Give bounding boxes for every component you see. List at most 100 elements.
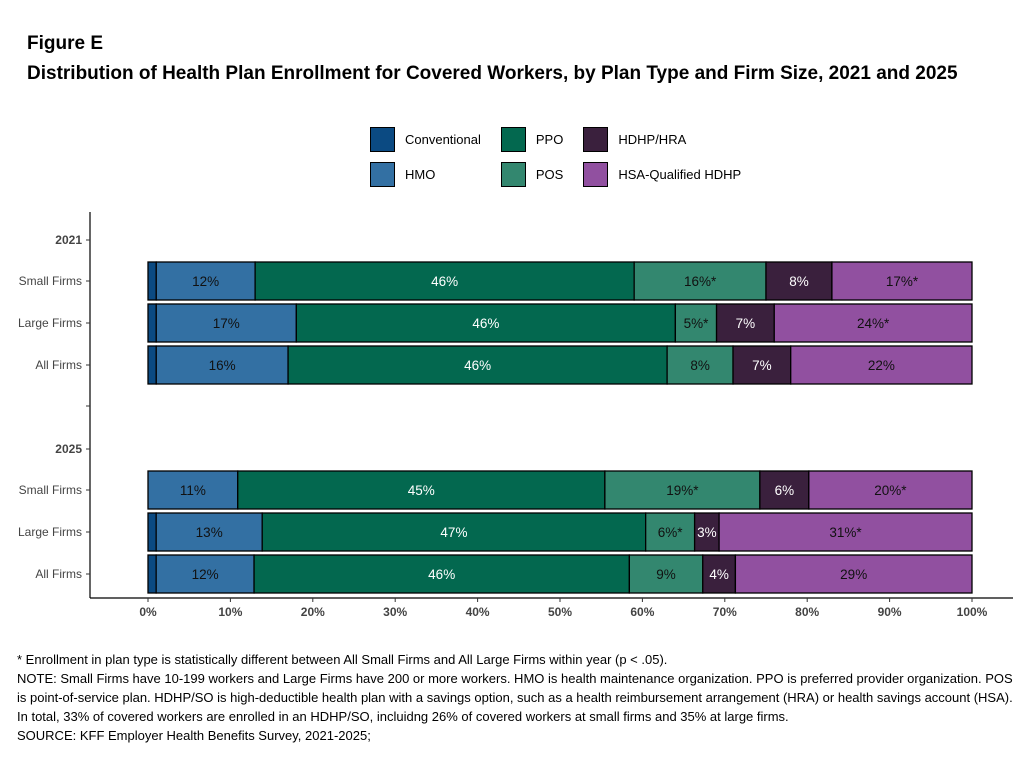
bar-segment-hdhp-hra: [715, 303, 775, 343]
data-label: 17%*: [886, 274, 919, 289]
bar-segment-ppo: [237, 470, 606, 510]
bar-segment-conventional: [147, 261, 157, 301]
legend: Conventional PPO HDHP/HRA HMO POS HSA-Qualifi…: [370, 126, 741, 188]
legend-item: PPO: [500, 126, 564, 153]
row-label: Large Firms: [18, 525, 82, 539]
data-label: 11%: [180, 483, 206, 498]
bar-segment-pos: [604, 470, 761, 510]
bar-segment-hmo: [155, 512, 263, 552]
footnote-source: SOURCE: KFF Employer Health Benefits Sur…: [17, 728, 371, 743]
chart: 0% 10% 20% 30% 40% 50% 60% 70% 80% 90% 100% 2021 Sma…: [18, 212, 1013, 619]
legend-swatch: [500, 162, 526, 187]
x-tick-label: 20%: [301, 605, 325, 619]
legend-label: POS: [535, 167, 564, 182]
data-label: 45%: [408, 483, 435, 498]
bar-segment-hsa-qualified-hdhp: [790, 345, 973, 385]
bar-segment-conventional: [147, 303, 157, 343]
data-label: 12%: [192, 274, 219, 289]
data-label: 6%: [775, 483, 795, 498]
data-label: 7%: [736, 316, 756, 331]
data-label: 17%: [213, 316, 240, 331]
row-label: All Firms: [35, 567, 82, 581]
bar-segment-hdhp-hra: [693, 512, 720, 552]
legend-item: HMO: [370, 161, 481, 188]
data-label: 29%: [840, 567, 867, 582]
data-label: 46%: [431, 274, 458, 289]
legend-swatch: [370, 127, 395, 152]
x-tick-label: 80%: [795, 605, 819, 619]
x-tick-label: 90%: [878, 605, 902, 619]
data-label: 22%: [868, 358, 895, 373]
chart-title: Distribution of Health Plan Enrollment f…: [27, 63, 958, 84]
bar-segment-hsa-qualified-hdhp: [773, 303, 973, 343]
legend-swatch: [583, 127, 609, 152]
legend-item: POS: [500, 161, 564, 188]
x-tick-label: 100%: [957, 605, 988, 619]
bar-segment-hmo: [155, 261, 256, 301]
legend-swatch: [370, 162, 395, 187]
data-label: 46%: [428, 567, 455, 582]
data-label: 24%*: [857, 316, 890, 331]
data-label: 46%: [472, 316, 499, 331]
bar-segment-hdhp-hra: [765, 261, 833, 301]
bar-segment-ppo: [261, 512, 647, 552]
bar-segment-hsa-qualified-hdhp: [718, 512, 973, 552]
bar-segment-conventional: [147, 554, 157, 594]
data-label: 20%*: [874, 483, 907, 498]
x-tick-label: 40%: [466, 605, 490, 619]
data-label: 16%: [209, 358, 236, 373]
row-label: Small Firms: [19, 274, 82, 288]
legend-label: Conventional: [405, 132, 481, 147]
x-tick-label: 10%: [218, 605, 242, 619]
data-label: 46%: [464, 358, 491, 373]
bar-segment-ppo: [254, 261, 635, 301]
data-label: 8%: [789, 274, 809, 289]
data-label: 31%*: [829, 525, 862, 540]
bar-segment-pos: [628, 554, 704, 594]
group-label: 2025: [55, 442, 82, 456]
data-label: 9%: [656, 567, 676, 582]
x-tick-label: 50%: [548, 605, 572, 619]
data-label: 8%: [690, 358, 710, 373]
legend-label: HDHP/HRA: [618, 132, 687, 147]
x-tick-label: 60%: [630, 605, 654, 619]
legend-label: PPO: [535, 132, 564, 147]
data-label: 47%: [440, 525, 467, 540]
x-tick-label: 70%: [713, 605, 737, 619]
footnote-note: NOTE: Small Firms have 10-199 workers an…: [17, 671, 1013, 724]
bar-segment-pos: [645, 512, 696, 552]
x-tick-label: 30%: [383, 605, 407, 619]
data-label: 19%*: [666, 483, 699, 498]
data-label: 13%: [196, 525, 223, 540]
x-tick-label: 0%: [139, 605, 157, 619]
legend-item: HSA-Qualified HDHP: [583, 161, 741, 188]
bar-segment-hmo: [147, 470, 239, 510]
bar-segment-hmo: [155, 345, 289, 385]
bar-segment-hsa-qualified-hdhp: [808, 470, 973, 510]
data-label: 16%*: [684, 274, 717, 289]
bar-segment-hdhp-hra: [732, 345, 792, 385]
legend-item: Conventional: [370, 126, 481, 153]
bar-segment-conventional: [147, 512, 157, 552]
bar-segment-pos: [674, 303, 718, 343]
bar-segment-ppo: [295, 303, 677, 343]
bar-segment-hmo: [155, 303, 297, 343]
legend-item: HDHP/HRA: [583, 126, 741, 153]
data-label: 6%*: [658, 525, 684, 540]
bar-segment-hsa-qualified-hdhp: [734, 554, 973, 594]
footnote-significance: * Enrollment in plan type is statistical…: [17, 652, 668, 667]
data-label: 5%*: [684, 316, 710, 331]
bar-segment-hsa-qualified-hdhp: [831, 261, 973, 301]
row-label: All Firms: [35, 358, 82, 372]
figure-label: Figure E: [27, 33, 104, 54]
legend-label: HMO: [405, 167, 436, 182]
group-label: 2021: [55, 233, 82, 247]
bar-segment-pos: [666, 345, 734, 385]
data-label: 7%: [752, 358, 772, 373]
legend-label: HSA-Qualified HDHP: [618, 167, 742, 182]
notes: * Enrollment in plan type is statistical…: [17, 650, 1017, 745]
bar-segment-hdhp-hra: [702, 554, 737, 594]
bar-segment-hmo: [155, 554, 255, 594]
legend-swatch: [500, 127, 526, 152]
bar-segment-conventional: [147, 345, 157, 385]
